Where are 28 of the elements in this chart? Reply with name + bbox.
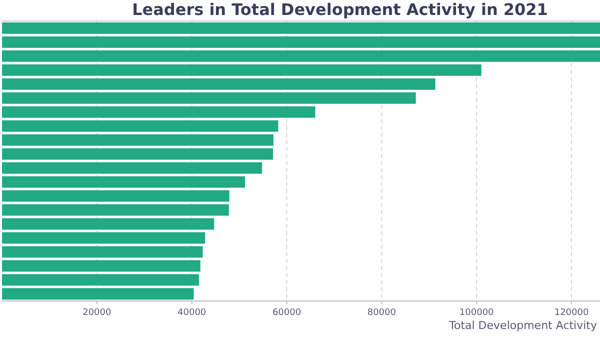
bar — [2, 218, 214, 230]
bar — [2, 36, 600, 48]
x-tick-label: 80000 — [367, 308, 396, 318]
bar — [2, 78, 436, 90]
bar — [2, 92, 416, 104]
x-tick-label: 100000 — [459, 308, 494, 318]
bar — [2, 176, 245, 188]
bar — [2, 162, 262, 174]
x-tick-label: 40000 — [178, 308, 206, 318]
bar — [2, 22, 600, 34]
bar — [2, 120, 278, 132]
bar — [2, 64, 482, 76]
bar — [2, 246, 203, 258]
bar — [2, 134, 274, 146]
bar — [2, 288, 194, 300]
bar — [2, 190, 230, 202]
bar — [2, 50, 600, 62]
x-axis-title: Total Development Activity — [448, 319, 598, 332]
bar — [2, 260, 200, 272]
bar — [2, 274, 199, 286]
chart-title: Leaders in Total Development Activity in 2021 — [132, 0, 548, 19]
x-tick-label: 120000 — [554, 308, 589, 318]
bar — [2, 106, 316, 118]
x-tick-label: 60000 — [272, 308, 302, 318]
bar — [2, 148, 273, 160]
bar — [2, 232, 206, 244]
x-tick-label: 20000 — [82, 308, 112, 318]
bar — [2, 204, 229, 216]
